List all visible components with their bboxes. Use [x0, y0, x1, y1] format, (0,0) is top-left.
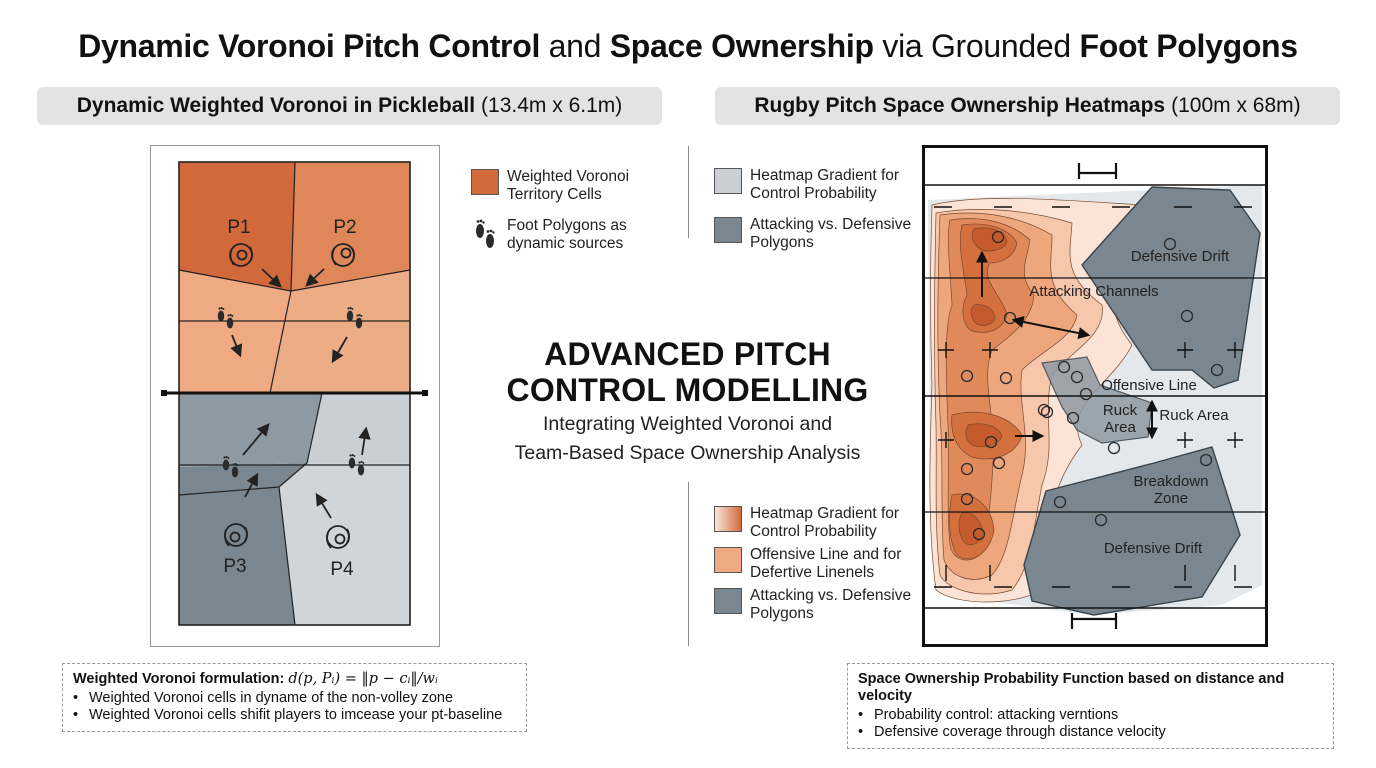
voronoi-cell-p2-lower [270, 270, 410, 393]
voronoi-formulation-note: Weighted Voronoi formulation: d(p, Pᵢ) =… [62, 663, 527, 732]
label-defensive-drift-bottom: Defensive Drift [1104, 540, 1203, 557]
legend-label: Attacking vs. Defensive Polygons [750, 216, 912, 251]
heatmap-gradient-swatch [714, 506, 742, 532]
legend-item-polygons: Attacking vs. Defensive Polygons [714, 216, 920, 252]
defensive-drift-polygon-top [1081, 186, 1261, 389]
movement-arrow [261, 268, 282, 288]
label-attacking-channels: Attacking Channels [1029, 283, 1158, 300]
voronoi-formula: d(p, Pᵢ) = ‖p − cᵢ‖/wᵢ [288, 671, 438, 687]
pitch-hash-marks [934, 206, 1252, 588]
player-label-p3: P3 [223, 556, 246, 577]
voronoi-cell-p3-upper [179, 393, 322, 467]
voronoi-cell-p4 [279, 463, 410, 625]
legend-item-heatmap-gradient-orange: Heatmap Gradient for Control Probability [714, 505, 920, 541]
note-title: Space Ownership Probability Function bas… [858, 671, 1285, 704]
legend-item-offensive-line: Offensive Line and for Defertive Linenel… [714, 546, 920, 582]
player-icon-p4 [326, 525, 350, 549]
voronoi-cell-p1 [179, 162, 295, 291]
legend-item-attacking-defensive: Attacking vs. Defensive Polygons [714, 587, 920, 623]
movement-arrow [244, 472, 259, 498]
divider-top [688, 146, 689, 238]
pickleball-court-diagram: P1 P2 P3 P4 [150, 145, 440, 647]
attack-defense-swatch [714, 588, 742, 614]
legend-label: Heatmap Gradient for Control Probability [750, 505, 900, 540]
rugby-pitch-heatmap: Defensive Drift Attacking Channels Offen… [922, 145, 1268, 647]
title-part-5: Foot Polygons [1079, 28, 1299, 64]
center-subheading-line-1: Integrating Weighted Voronoi and [542, 413, 833, 435]
pickleball-legend: Weighted Voronoi Territory Cells Foot Po… [471, 168, 647, 266]
legend-label: Attacking vs. Defensive Polygons [750, 587, 912, 622]
divider-bottom [688, 482, 689, 646]
space-ownership-note: Space Ownership Probability Function bas… [847, 663, 1334, 749]
player-markers [960, 230, 1224, 541]
title-part-2: and [540, 28, 610, 64]
note-bullet-text: Weighted Voronoi cells shifit players to… [89, 707, 503, 723]
rugby-legend-bottom: Heatmap Gradient for Control Probability… [714, 505, 920, 636]
note-bullet: • Weighted Voronoi cells in dyname of the… [73, 690, 454, 706]
voronoi-cell-p4-upper [307, 393, 410, 463]
main-title: Dynamic Voronoi Pitch Control and Space … [0, 28, 1376, 65]
label-ruck-area-inner-1: Ruck [1103, 402, 1138, 419]
note-bullet: • Defensive coverage through distance vel… [858, 724, 1166, 740]
defensive-drift-polygon-bottom [1023, 446, 1241, 616]
movement-arrow [315, 492, 332, 519]
heatmap-gray-swatch [714, 168, 742, 194]
movement-arrow [331, 336, 348, 364]
player-icon-p2 [331, 243, 355, 267]
player-icon-p3 [224, 523, 248, 547]
title-part-1: Dynamic Voronoi Pitch Control [78, 28, 541, 64]
movement-arrow [305, 268, 325, 287]
title-part-4: via Grounded [873, 28, 1080, 64]
note-bullet: • Weighted Voronoi cells shifit players t… [73, 707, 503, 723]
movement-arrow [358, 426, 371, 456]
offensive-line-swatch [714, 547, 742, 573]
legend-item-voronoi-cells: Weighted Voronoi Territory Cells [471, 168, 647, 204]
player-icon-p1 [229, 243, 253, 267]
rugby-header-title: Rugby Pitch Space Ownership Heatmaps [754, 94, 1166, 117]
label-offensive-line: Offensive Line [1101, 377, 1197, 394]
pickleball-header-title: Dynamic Weighted Voronoi in Pickleball [76, 94, 476, 117]
pickleball-header-dims: (13.4m x 6.1m) [481, 94, 623, 117]
polygon-gray-swatch [714, 217, 742, 243]
player-label-p4: P4 [330, 559, 354, 580]
pitch-lines [922, 145, 1268, 647]
label-breakdown-2: Zone [1154, 490, 1188, 507]
player-label-p2: P2 [333, 217, 356, 238]
note-title-row: Weighted Voronoi formulation: d(p, Pᵢ) =… [73, 671, 516, 688]
footprints-icon [476, 219, 495, 248]
note-bullet-text: Defensive coverage through distance velo… [874, 724, 1166, 740]
voronoi-cell-swatch [471, 169, 499, 195]
title-part-3: Space Ownership [609, 28, 874, 64]
voronoi-cell-p2 [291, 162, 410, 291]
legend-label: Offensive Line and for Defertive Linenel… [750, 546, 902, 581]
center-subheading-line-2: Team-Based Space Ownership Analysis [514, 442, 861, 464]
center-heading-line-2: CONTROL MODELLING [506, 372, 869, 408]
pickleball-section-header: Dynamic Weighted Voronoi in Pickleball (… [37, 87, 662, 125]
center-heading-line-1: ADVANCED PITCH [544, 336, 831, 372]
label-ruck-area-inner-2: Area [1104, 419, 1136, 436]
note-bullet-text: Probability control: attacking verntions [874, 707, 1119, 723]
rugby-legend-top: Heatmap Gradient for Control Probability… [714, 167, 920, 265]
note-bullet-text: Weighted Voronoi cells in dyname of the … [89, 690, 454, 706]
legend-item-foot-polygons: Foot Polygons as dynamic sources [471, 217, 647, 253]
attack-arrow [1011, 316, 1091, 339]
voronoi-cell-p1-lower [179, 270, 291, 393]
rugby-section-header: Rugby Pitch Space Ownership Heatmaps (10… [715, 87, 1340, 125]
rugby-header-dims: (100m x 68m) [1171, 94, 1301, 117]
label-defensive-drift-top: Defensive Drift [1131, 248, 1230, 265]
center-heading-block: ADVANCED PITCH CONTROL MODELLING Integra… [490, 336, 885, 466]
label-ruck-area: Ruck Area [1159, 407, 1229, 424]
player-label-p1: P1 [227, 217, 250, 238]
label-breakdown-1: Breakdown [1133, 473, 1208, 490]
legend-label: Heatmap Gradient for Control Probability [750, 167, 900, 202]
movement-arrow [230, 334, 243, 358]
note-bullet: • Probability control: attacking verntion… [858, 707, 1119, 723]
legend-label: Weighted Voronoi Territory Cells [507, 168, 630, 203]
legend-item-heatmap-gradient: Heatmap Gradient for Control Probability [714, 167, 920, 203]
movement-arrow [242, 423, 270, 456]
legend-label: Foot Polygons as dynamic sources [507, 217, 627, 252]
note-title: Weighted Voronoi formulation: [73, 671, 285, 687]
